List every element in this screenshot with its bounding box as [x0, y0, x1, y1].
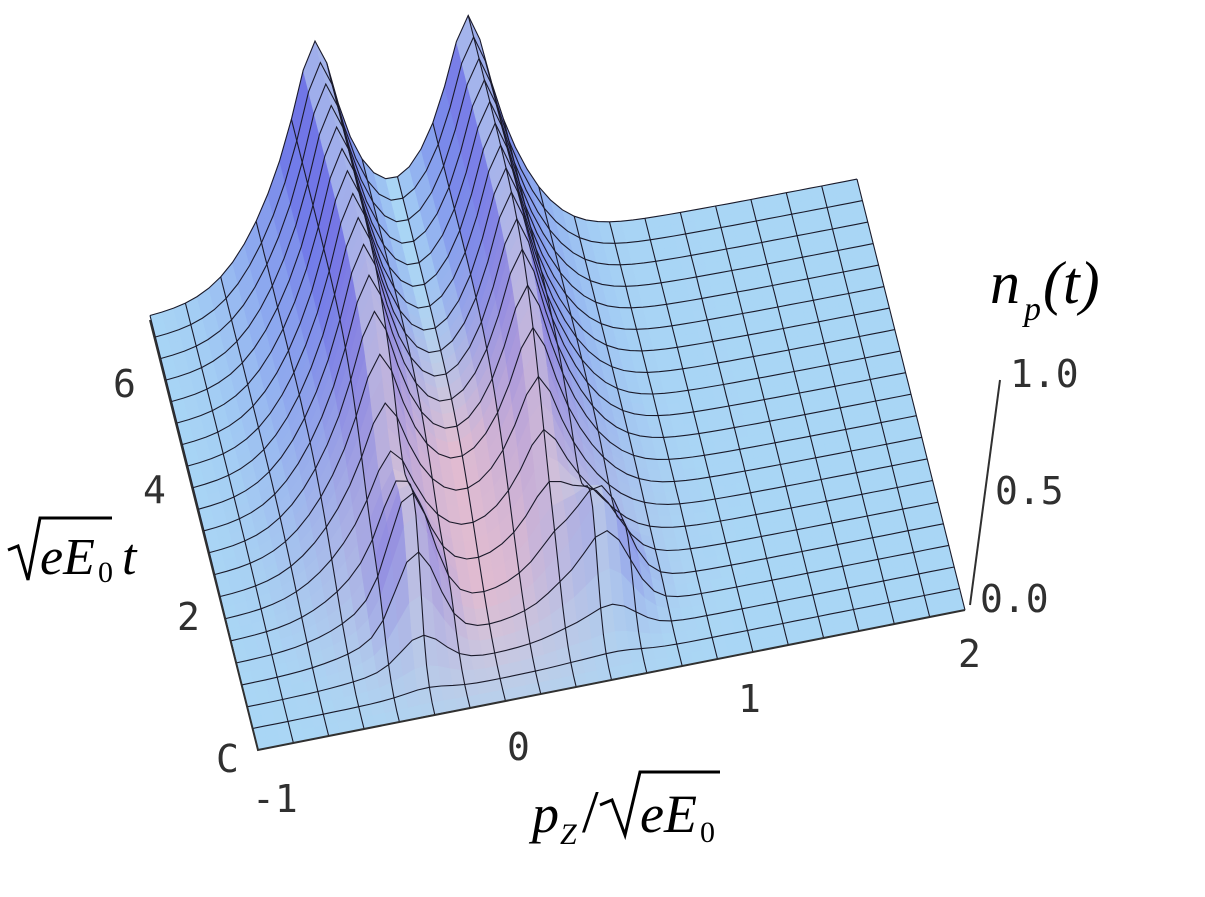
svg-text:(t): (t) [1043, 250, 1100, 316]
x-tick-label: 0 [507, 725, 530, 769]
y-axis-label: eE 0 t [7, 516, 138, 589]
x-tick-label: 1 [738, 677, 761, 721]
mesh-line-momentum [538, 186, 648, 673]
mesh-line-momentum [785, 192, 895, 625]
svg-text:t: t [122, 529, 138, 586]
x-axis-label: p Z / eE 0 [528, 770, 720, 851]
y-tick-label: C [216, 737, 239, 781]
svg-text:p: p [528, 784, 559, 844]
z-axis-label: n p (t) [990, 250, 1100, 328]
mesh-line-momentum [326, 62, 436, 715]
y-axis-line [149, 319, 966, 752]
axes [149, 319, 1001, 752]
svg-text:0: 0 [98, 556, 113, 589]
mesh-line-momentum [184, 302, 294, 744]
x-tick-label: 2 [958, 632, 981, 676]
mesh-line-momentum [573, 216, 683, 667]
mesh-line-momentum [432, 122, 542, 695]
svg-text:0: 0 [700, 816, 715, 849]
surface-mesh [149, 14, 966, 751]
z-tick-label: 0.0 [980, 577, 1049, 621]
mesh-line-momentum [715, 205, 825, 639]
svg-text:n: n [990, 250, 1020, 316]
mesh-line-momentum [502, 118, 613, 680]
mesh-line-momentum [290, 119, 400, 723]
x-tick-label: -1 [252, 777, 298, 821]
y-tick-label: 6 [113, 362, 136, 406]
mesh-line-momentum [644, 218, 754, 653]
ticks: -1 0 1 2 C 2 4 6 0.0 0.5 1.0 [113, 352, 1079, 821]
sqrt-sign [7, 516, 112, 581]
mesh-line-momentum [821, 185, 931, 618]
svg-text:/: / [582, 779, 599, 845]
z-axis-line [969, 379, 1001, 606]
mesh-line-momentum [467, 15, 577, 688]
mesh-line-momentum [608, 221, 719, 660]
mesh-line-momentum [750, 199, 860, 632]
svg-text:eE: eE [640, 784, 697, 844]
mesh-line-momentum [396, 176, 507, 702]
sqrt-sign [599, 770, 720, 841]
svg-text:eE: eE [40, 529, 95, 586]
y-tick-label: 4 [143, 468, 166, 512]
svg-text:p: p [1022, 291, 1041, 328]
z-tick-label: 1.0 [1010, 352, 1079, 396]
z-tick-label: 0.5 [995, 469, 1064, 513]
mesh-line-momentum [255, 221, 365, 730]
mesh-line-momentum [679, 212, 789, 646]
mesh-line-momentum [856, 178, 966, 611]
mesh-line-momentum [361, 158, 471, 709]
svg-text:Z: Z [560, 818, 577, 851]
y-tick-label: 2 [177, 595, 200, 639]
mesh-line-momentum [220, 276, 330, 737]
